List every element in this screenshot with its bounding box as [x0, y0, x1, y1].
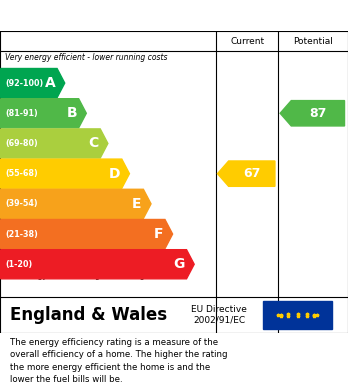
Text: (1-20): (1-20): [5, 260, 32, 269]
Text: E: E: [132, 197, 142, 211]
Text: (69-80): (69-80): [5, 139, 38, 148]
Text: England & Wales: England & Wales: [10, 306, 168, 324]
Text: (21-38): (21-38): [5, 230, 38, 239]
Text: The energy efficiency rating is a measure of the
overall efficiency of a home. T: The energy efficiency rating is a measur…: [10, 338, 228, 384]
Text: (92-100): (92-100): [5, 79, 44, 88]
Text: Very energy efficient - lower running costs: Very energy efficient - lower running co…: [5, 53, 168, 62]
Text: B: B: [66, 106, 77, 120]
Text: D: D: [109, 167, 120, 181]
Text: A: A: [45, 76, 55, 90]
Text: Potential: Potential: [293, 37, 333, 46]
Polygon shape: [1, 189, 151, 219]
Text: Not energy efficient - higher running costs: Not energy efficient - higher running co…: [5, 271, 168, 280]
Polygon shape: [1, 129, 108, 158]
Text: (81-91): (81-91): [5, 109, 38, 118]
Polygon shape: [1, 219, 173, 249]
Text: Current: Current: [230, 37, 264, 46]
Polygon shape: [1, 250, 194, 279]
Polygon shape: [280, 100, 345, 126]
Text: F: F: [154, 227, 163, 241]
Polygon shape: [1, 99, 86, 128]
Text: C: C: [88, 136, 98, 151]
Polygon shape: [1, 159, 129, 188]
Polygon shape: [1, 68, 65, 98]
Text: 87: 87: [310, 107, 327, 120]
Polygon shape: [218, 161, 275, 187]
FancyBboxPatch shape: [263, 301, 332, 329]
Text: Energy Efficiency Rating: Energy Efficiency Rating: [69, 8, 279, 23]
Text: 67: 67: [244, 167, 261, 180]
Text: G: G: [173, 257, 185, 271]
Text: (39-54): (39-54): [5, 199, 38, 208]
Text: EU Directive
2002/91/EC: EU Directive 2002/91/EC: [191, 305, 247, 325]
Text: (55-68): (55-68): [5, 169, 38, 178]
